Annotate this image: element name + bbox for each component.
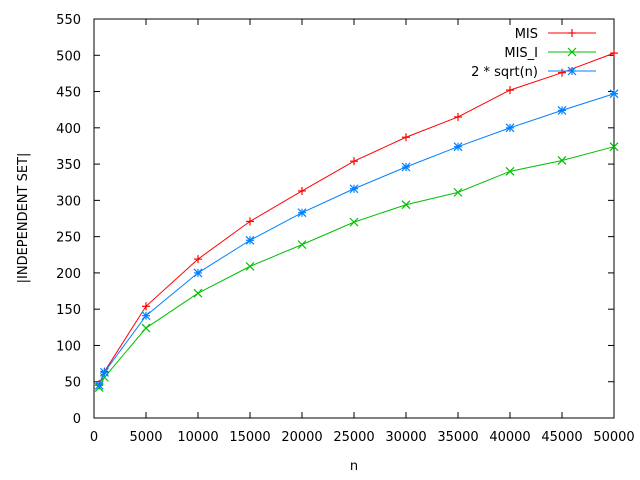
- x-tick-label: 30000: [385, 430, 426, 445]
- x-tick-label: 35000: [437, 430, 478, 445]
- data-point: [245, 261, 255, 271]
- data-point: [557, 105, 567, 115]
- y-tick-label: 200: [56, 267, 81, 282]
- x-tick-label: 5000: [129, 430, 162, 445]
- y-axis-label: |INDEPENDENT SET|: [16, 153, 31, 284]
- data-point: [453, 187, 463, 197]
- legend-label: MIS_I: [504, 46, 538, 61]
- data-point: [506, 86, 514, 95]
- y-tick-label: 500: [56, 49, 81, 64]
- y-tick-label: 450: [56, 86, 81, 101]
- legend-marker: [567, 66, 577, 76]
- x-tick-label: 20000: [281, 430, 322, 445]
- data-point: [99, 367, 109, 377]
- data-point: [558, 68, 566, 77]
- y-tick-label: 300: [56, 194, 81, 209]
- data-point: [454, 112, 462, 121]
- data-point: [609, 89, 619, 99]
- x-tick-label: 50000: [593, 430, 634, 445]
- series-line-1: [98, 52, 615, 385]
- y-tick-label: 250: [56, 231, 81, 246]
- y-axis: 0 50 100 150 200 250 300 350 400 450 500 550: [56, 13, 614, 427]
- data-point: [505, 166, 515, 176]
- y-tick-label: 50: [64, 376, 81, 391]
- x-tick-label: 15000: [229, 430, 270, 445]
- x-tick-label: 25000: [333, 430, 374, 445]
- data-point: [142, 302, 150, 311]
- x-tick-label: 40000: [489, 430, 530, 445]
- legend-label: MIS: [515, 27, 538, 42]
- data-point: [349, 184, 359, 194]
- data-point: [141, 323, 151, 333]
- data-point: [94, 380, 104, 390]
- series-line-2: [98, 146, 615, 388]
- data-point: [610, 49, 618, 58]
- data-point: [246, 217, 254, 226]
- legend-marker: [568, 29, 576, 37]
- x-tick-label: 0: [90, 430, 98, 445]
- data-point: [298, 186, 306, 195]
- y-tick-label: 400: [56, 122, 81, 137]
- x-tick-label: 45000: [541, 430, 582, 445]
- data-point: [557, 156, 567, 165]
- y-tick-label: 100: [56, 339, 81, 354]
- x-axis: 0 5000 10000 15000 20000 25000 30000 35000 40000…: [90, 19, 635, 445]
- y-tick-label: 350: [56, 158, 81, 173]
- data-point: [193, 268, 203, 278]
- y-tick-label: 0: [73, 412, 81, 427]
- data-point: [297, 208, 307, 218]
- data-point: [505, 123, 515, 133]
- data-point: [453, 142, 463, 152]
- series-line-3: [98, 93, 615, 386]
- data-point: [141, 311, 151, 321]
- y-tick-label: 550: [56, 13, 81, 28]
- data-point: [401, 200, 411, 210]
- data-point: [350, 157, 358, 166]
- data-point: [609, 142, 619, 152]
- x-tick-label: 10000: [177, 430, 218, 445]
- legend-label: 2 * sqrt(n): [471, 65, 538, 80]
- legend-marker: [567, 47, 577, 57]
- data-point: [245, 235, 255, 245]
- legend: MIS MIS_I 2 * sqrt(n): [471, 27, 596, 80]
- y-tick-label: 150: [56, 303, 81, 318]
- data-point: [402, 133, 410, 142]
- data-point: [194, 255, 202, 264]
- x-axis-label: n: [350, 459, 358, 474]
- data-point: [401, 162, 411, 172]
- data-point: [349, 217, 359, 227]
- data-point: [297, 240, 307, 250]
- data-point: [193, 288, 203, 298]
- series-layer: [94, 49, 619, 392]
